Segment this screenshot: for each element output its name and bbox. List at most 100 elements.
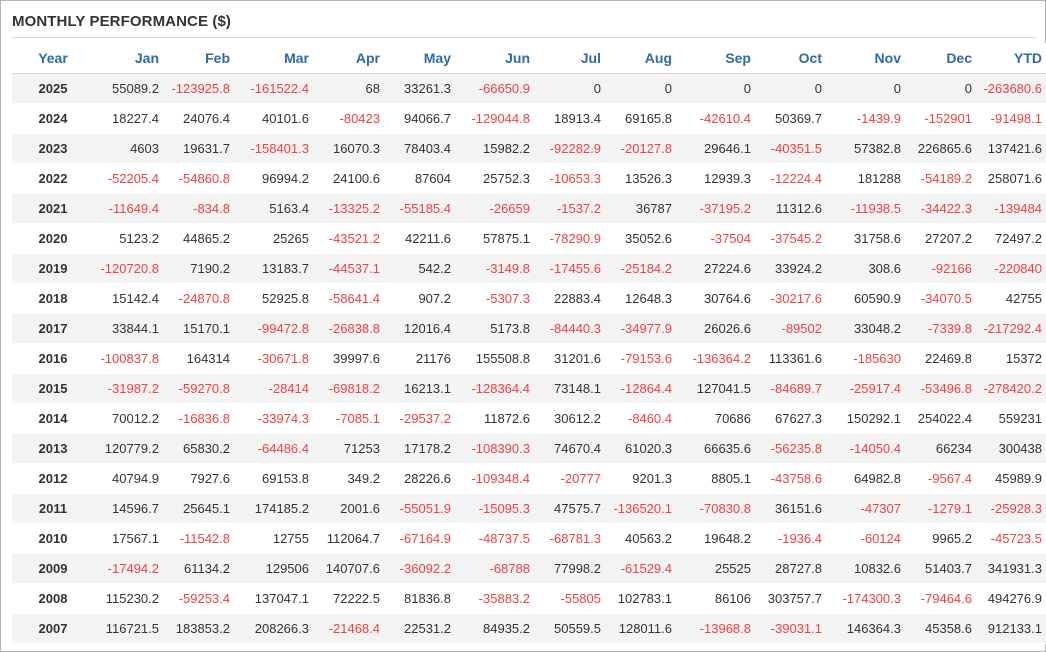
- month-value-cell: -58641.4: [315, 283, 386, 314]
- month-value-cell: 150292.1: [828, 403, 907, 434]
- month-value-cell: -61529.4: [607, 553, 678, 584]
- month-value-cell: 25525: [678, 553, 757, 584]
- month-value-cell: -16836.8: [165, 403, 236, 434]
- column-header-dec: Dec: [907, 43, 978, 74]
- month-value-cell: 66234: [907, 433, 978, 464]
- month-value-cell: -28414: [236, 373, 315, 404]
- table-row: 2017 33844.1 15170.1 -99472.8 -26838.8 12016.…: [12, 313, 1046, 344]
- month-value-cell: 28727.8: [757, 553, 828, 584]
- month-value-cell: 14596.7: [94, 493, 165, 524]
- title-divider: [12, 37, 1036, 38]
- ytd-cell: 912133.1: [978, 613, 1046, 644]
- month-value-cell: 127041.5: [678, 373, 757, 404]
- year-cell: 2020: [12, 223, 94, 254]
- month-value-cell: 72222.5: [315, 583, 386, 614]
- month-value-cell: -21468.4: [315, 613, 386, 644]
- year-cell: 2017: [12, 313, 94, 344]
- year-cell: 2018: [12, 283, 94, 314]
- month-value-cell: 36787: [607, 193, 678, 224]
- month-value-cell: 45358.6: [907, 613, 978, 644]
- column-header-jan: Jan: [94, 43, 165, 74]
- month-value-cell: 12939.3: [678, 163, 757, 194]
- month-value-cell: -69818.2: [315, 373, 386, 404]
- ytd-cell: -217292.4: [978, 313, 1046, 344]
- month-value-cell: 11312.6: [757, 193, 828, 224]
- month-value-cell: 15142.4: [94, 283, 165, 314]
- ytd-cell: 341931.3: [978, 553, 1046, 584]
- month-value-cell: -834.8: [165, 193, 236, 224]
- month-value-cell: 31758.6: [828, 223, 907, 254]
- month-value-cell: 29646.1: [678, 133, 757, 164]
- month-value-cell: -78290.9: [536, 223, 607, 254]
- month-value-cell: 40794.9: [94, 463, 165, 494]
- column-header-feb: Feb: [165, 43, 236, 74]
- month-value-cell: -68788: [457, 553, 536, 584]
- column-header-mar: Mar: [236, 43, 315, 74]
- month-value-cell: -11542.8: [165, 523, 236, 554]
- month-value-cell: 67627.3: [757, 403, 828, 434]
- month-value-cell: -24870.8: [165, 283, 236, 314]
- month-value-cell: -44537.1: [315, 253, 386, 284]
- month-value-cell: -128364.4: [457, 373, 536, 404]
- month-value-cell: -108390.3: [457, 433, 536, 464]
- month-value-cell: 183853.2: [165, 613, 236, 644]
- year-cell: 2024: [12, 103, 94, 134]
- month-value-cell: 116721.5: [94, 613, 165, 644]
- month-value-cell: 73148.1: [536, 373, 607, 404]
- month-value-cell: -34070.5: [907, 283, 978, 314]
- year-cell: 2023: [12, 133, 94, 164]
- column-header-apr: Apr: [315, 43, 386, 74]
- month-value-cell: 61134.2: [165, 553, 236, 584]
- month-value-cell: 17178.2: [386, 433, 457, 464]
- month-value-cell: -13325.2: [315, 193, 386, 224]
- month-value-cell: 25265: [236, 223, 315, 254]
- month-value-cell: -55805: [536, 583, 607, 614]
- month-value-cell: 115230.2: [94, 583, 165, 614]
- ytd-cell: -45723.5: [978, 523, 1046, 554]
- month-value-cell: 0: [907, 73, 978, 104]
- month-value-cell: -79464.6: [907, 583, 978, 614]
- month-value-cell: 78403.4: [386, 133, 457, 164]
- month-value-cell: 18227.4: [94, 103, 165, 134]
- ytd-cell: 42755: [978, 283, 1046, 314]
- month-value-cell: 51403.7: [907, 553, 978, 584]
- month-value-cell: -84689.7: [757, 373, 828, 404]
- month-value-cell: -1537.2: [536, 193, 607, 224]
- month-value-cell: -10653.3: [536, 163, 607, 194]
- month-value-cell: 57875.1: [457, 223, 536, 254]
- month-value-cell: -30217.6: [757, 283, 828, 314]
- table-row: 2012 40794.9 7927.6 69153.8 349.2 28226.6 -109…: [12, 463, 1046, 494]
- month-value-cell: 35052.6: [607, 223, 678, 254]
- month-value-cell: 24100.6: [315, 163, 386, 194]
- table-row: 2019 -120720.8 7190.2 13183.7 -44537.1 542.2-…: [12, 253, 1046, 284]
- ytd-cell: -278420.2: [978, 373, 1046, 404]
- month-value-cell: -9567.4: [907, 463, 978, 494]
- month-value-cell: -20777: [536, 463, 607, 494]
- month-value-cell: -185630: [828, 343, 907, 374]
- month-value-cell: 17567.1: [94, 523, 165, 554]
- month-value-cell: -26838.8: [315, 313, 386, 344]
- month-value-cell: -129044.8: [457, 103, 536, 134]
- year-cell: 2012: [12, 463, 94, 494]
- month-value-cell: 140707.6: [315, 553, 386, 584]
- month-value-cell: -8460.4: [607, 403, 678, 434]
- month-value-cell: -1936.4: [757, 523, 828, 554]
- month-value-cell: 12648.3: [607, 283, 678, 314]
- month-value-cell: -33974.3: [236, 403, 315, 434]
- month-value-cell: 129506: [236, 553, 315, 584]
- month-value-cell: 11872.6: [457, 403, 536, 434]
- month-value-cell: -56235.8: [757, 433, 828, 464]
- month-value-cell: -29537.2: [386, 403, 457, 434]
- monthly-performance-table: Year Jan Feb Mar Apr May Jun Jul Aug Sep Oct Nov Dec…: [12, 43, 1046, 644]
- month-value-cell: 10832.6: [828, 553, 907, 584]
- month-value-cell: 30612.2: [536, 403, 607, 434]
- month-value-cell: 66635.6: [678, 433, 757, 464]
- month-value-cell: -47307: [828, 493, 907, 524]
- month-value-cell: 12016.4: [386, 313, 457, 344]
- month-value-cell: 55089.2: [94, 73, 165, 104]
- month-value-cell: 112064.7: [315, 523, 386, 554]
- month-value-cell: -48737.5: [457, 523, 536, 554]
- month-value-cell: 254022.4: [907, 403, 978, 434]
- month-value-cell: 7190.2: [165, 253, 236, 284]
- month-value-cell: -54860.8: [165, 163, 236, 194]
